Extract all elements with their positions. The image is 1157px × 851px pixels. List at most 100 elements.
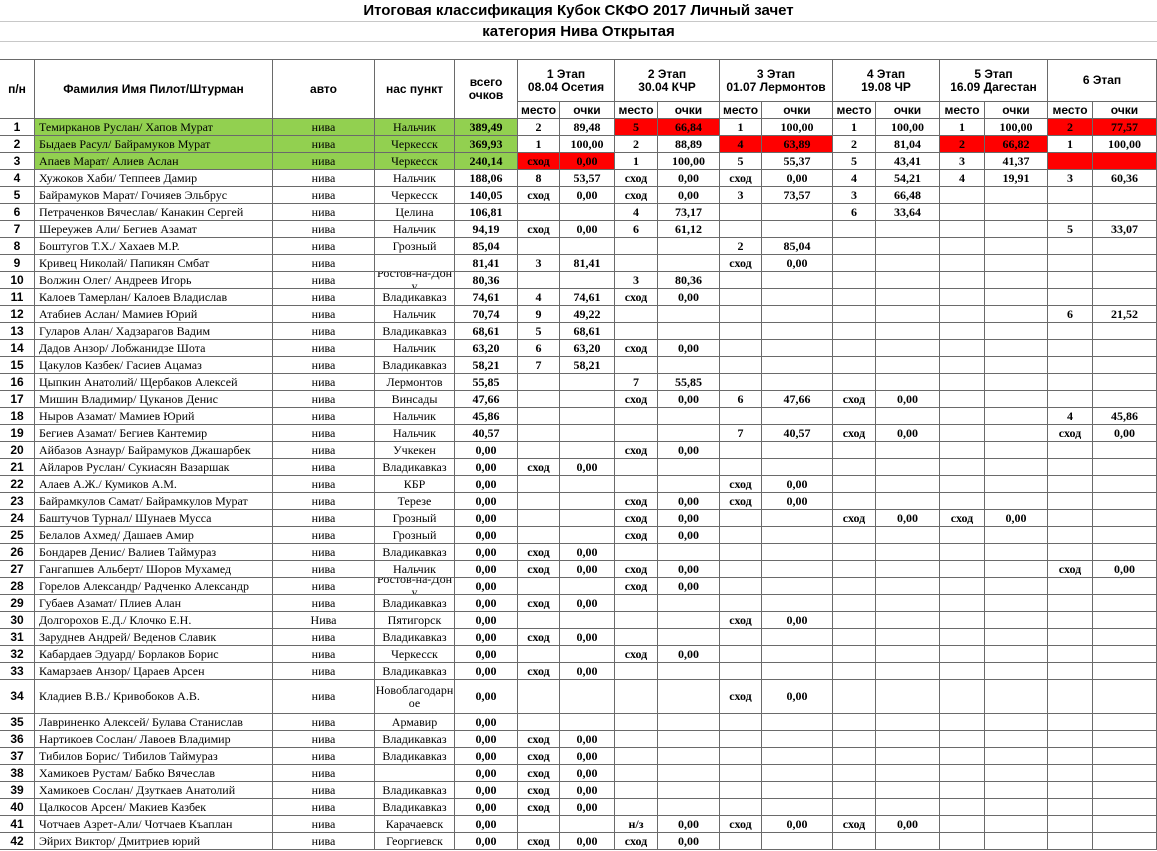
table-cell: нива (273, 323, 375, 340)
table-cell (833, 442, 876, 459)
table-cell (833, 833, 876, 850)
points-label: очки (985, 102, 1048, 119)
stage-date: 01.07 Лермонтов (726, 79, 826, 94)
place-label: место (940, 102, 985, 119)
table-cell: 89,48 (560, 119, 615, 136)
table-cell: сход (940, 510, 985, 527)
table-cell: нива (273, 459, 375, 476)
table-cell (615, 476, 658, 493)
table-cell: Ныров Азамат/ Мамиев Юрий (35, 408, 273, 425)
table-cell (375, 255, 455, 272)
table-cell: нива (273, 357, 375, 374)
table-cell: 47,66 (455, 391, 518, 408)
table-cell: 188,06 (455, 170, 518, 187)
table-cell: Нальчик (375, 340, 455, 357)
table-cell (940, 442, 985, 459)
table-cell: 32 (0, 646, 35, 663)
table-cell (762, 833, 833, 850)
table-cell: нива (273, 510, 375, 527)
table-cell: 0,00 (560, 765, 615, 782)
table-cell: 85,04 (455, 238, 518, 255)
table-cell: 28 (0, 578, 35, 595)
table-cell (658, 425, 720, 442)
table-cell (720, 714, 762, 731)
table-cell: 0,00 (560, 221, 615, 238)
table-cell: сход (518, 663, 560, 680)
table-cell (762, 323, 833, 340)
table-cell: 100,00 (1093, 136, 1157, 153)
table-cell (876, 833, 940, 850)
table-cell (658, 476, 720, 493)
table-cell: 24 (0, 510, 35, 527)
table-cell (658, 306, 720, 323)
table-cell: нива (273, 816, 375, 833)
table-cell (1093, 680, 1157, 714)
table-cell: Грозный (375, 238, 455, 255)
table-cell: 0,00 (560, 629, 615, 646)
table-cell: 0,00 (560, 459, 615, 476)
table-cell: 0,00 (455, 816, 518, 833)
table-cell: 1 (833, 119, 876, 136)
table-cell (876, 255, 940, 272)
table-cell: 4 (615, 204, 658, 221)
table-cell: сход (1048, 561, 1093, 578)
table-cell: 389,49 (455, 119, 518, 136)
table-cell: нива (273, 119, 375, 136)
table-cell (1093, 238, 1157, 255)
table-cell: 2 (518, 119, 560, 136)
table-cell (833, 595, 876, 612)
table-cell: 39 (0, 782, 35, 799)
table-cell (560, 680, 615, 714)
table-cell: 3 (720, 187, 762, 204)
table-cell: 3 (833, 187, 876, 204)
table-cell: 14 (0, 340, 35, 357)
table-cell (833, 714, 876, 731)
place-label: место (1048, 102, 1093, 119)
table-cell (1093, 391, 1157, 408)
table-cell: сход (720, 476, 762, 493)
table-cell: Айбазов Азнаур/ Байрамуков Джашарбек (35, 442, 273, 459)
table-cell (833, 476, 876, 493)
table-cell: Владикавказ (375, 357, 455, 374)
table-cell: Черкесск (375, 646, 455, 663)
table-cell (720, 204, 762, 221)
table-cell (985, 680, 1048, 714)
table-cell (1093, 731, 1157, 748)
table-cell (1048, 255, 1093, 272)
table-cell (985, 646, 1048, 663)
table-cell: Владикавказ (375, 323, 455, 340)
table-cell (985, 425, 1048, 442)
table-cell: 2 (0, 136, 35, 153)
table-cell (762, 663, 833, 680)
stage-header: 6 Этап (1048, 60, 1157, 102)
stage-date: 08.04 Осетия (527, 79, 605, 94)
table-cell: Кривец Николай/ Папикян Смбат (35, 255, 273, 272)
column-header: нас пункт (375, 60, 455, 119)
table-cell: 85,04 (762, 238, 833, 255)
stage-name: 5 Этап (974, 66, 1013, 81)
table-cell (720, 731, 762, 748)
stage-name: 2 Этап (647, 66, 687, 81)
table-cell (1048, 765, 1093, 782)
table-cell (985, 799, 1048, 816)
table-cell (940, 425, 985, 442)
table-cell: 19,91 (985, 170, 1048, 187)
table-cell (1048, 833, 1093, 850)
table-cell: сход (615, 510, 658, 527)
place-label: место (518, 102, 560, 119)
table-cell: 6 (615, 221, 658, 238)
table-cell: нива (273, 153, 375, 170)
table-cell: Владикавказ (375, 629, 455, 646)
table-cell (940, 544, 985, 561)
table-cell: 100,00 (876, 119, 940, 136)
place-label: место (615, 102, 658, 119)
table-cell: 100,00 (560, 136, 615, 153)
table-cell (985, 306, 1048, 323)
table-cell (1048, 816, 1093, 833)
table-cell (615, 748, 658, 765)
table-cell: 5 (0, 187, 35, 204)
table-cell (985, 204, 1048, 221)
table-cell: сход (518, 629, 560, 646)
table-cell (720, 595, 762, 612)
table-cell: сход (615, 187, 658, 204)
